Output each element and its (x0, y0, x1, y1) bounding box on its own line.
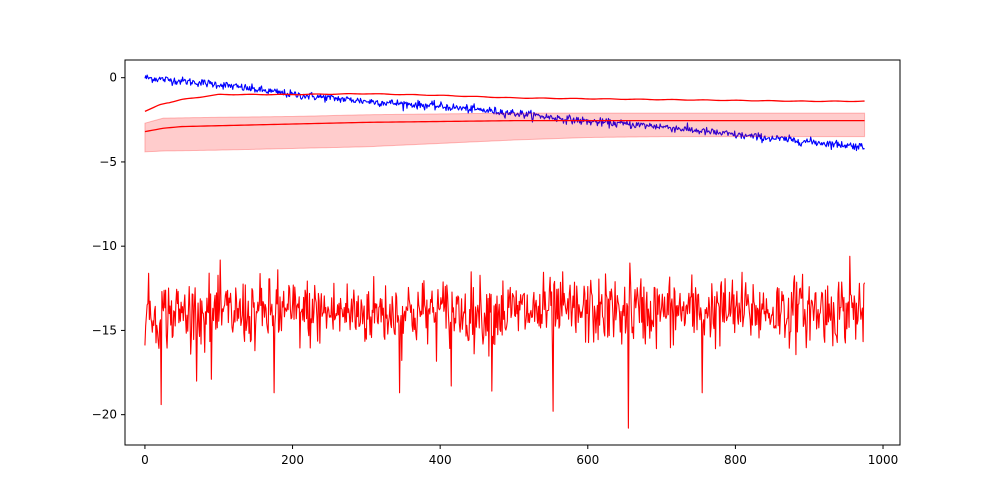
y-tick-label: −20 (92, 408, 117, 422)
x-axis: 0 200 400 600 800 1000 (141, 445, 898, 467)
series-line-3 (144, 255, 866, 429)
series-line-0 (144, 74, 865, 152)
series-line-1 (144, 92, 865, 112)
y-tick-label: −15 (92, 323, 117, 337)
x-tick-label: 0 (141, 453, 149, 467)
y-tick-label: −5 (99, 155, 117, 169)
plot-area (144, 74, 866, 429)
x-tick-label: 1000 (868, 453, 899, 467)
x-tick-label: 200 (281, 453, 304, 467)
x-tick-label: 400 (429, 453, 452, 467)
x-tick-label: 600 (576, 453, 599, 467)
y-tick-label: 0 (109, 71, 117, 85)
y-tick-label: −10 (92, 239, 117, 253)
x-tick-label: 800 (724, 453, 747, 467)
y-axis: 0 −5 −10 −15 −20 (92, 71, 125, 422)
confidence-band (144, 112, 866, 153)
mean-line (144, 120, 865, 133)
axes-frame (124, 59, 901, 446)
